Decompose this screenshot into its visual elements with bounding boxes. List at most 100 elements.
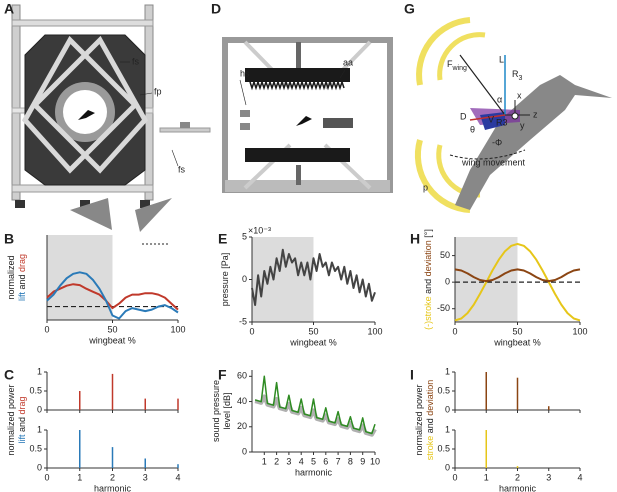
series-line bbox=[254, 375, 376, 435]
x-tick-label: 1 bbox=[484, 472, 489, 482]
label: R3 bbox=[496, 117, 508, 127]
y-axis-label-part: sound pressure bbox=[211, 380, 221, 442]
x-tick-label: 100 bbox=[367, 326, 382, 336]
label: aa bbox=[343, 57, 353, 67]
y-tick-label: 0 bbox=[37, 404, 42, 414]
y-axis-label-part: deviation bbox=[423, 240, 433, 276]
series-line bbox=[46, 271, 179, 320]
y-axis-label-part: pressure [Pa] bbox=[220, 253, 230, 307]
label: y bbox=[520, 120, 525, 130]
label: x bbox=[517, 90, 522, 100]
y-tick-label: 1 bbox=[445, 424, 450, 434]
panel-letter: G bbox=[404, 1, 415, 17]
x-axis-label: wingbeat % bbox=[88, 335, 136, 345]
panel-letter: H bbox=[410, 231, 420, 247]
x-tick-label: 0 bbox=[452, 472, 457, 482]
panel-letter: I bbox=[410, 367, 414, 383]
panel-d-diagram: D hs aa bbox=[211, 1, 393, 193]
y-axis-label: stroke and deviation bbox=[425, 380, 435, 461]
series-line bbox=[254, 394, 377, 437]
shade bbox=[47, 235, 113, 320]
label: D bbox=[460, 111, 467, 121]
x-tick-label: 7 bbox=[336, 456, 341, 466]
label: α bbox=[497, 94, 502, 104]
y-axis-label-part: deviation bbox=[425, 380, 435, 416]
y-axis-label: lift and drag bbox=[17, 396, 27, 443]
x-tick-label: 8 bbox=[348, 456, 353, 466]
y-axis-label-part: lift bbox=[17, 292, 27, 301]
x-axis-label: harmonic bbox=[295, 467, 333, 477]
series-line bbox=[454, 268, 581, 283]
y-tick-label: 0.5 bbox=[29, 385, 42, 395]
label: V bbox=[488, 114, 494, 124]
y-tick-label: -5 bbox=[239, 316, 247, 326]
x-axis-label: wingbeat % bbox=[289, 337, 337, 347]
shade bbox=[455, 237, 518, 322]
y-axis-label-part: and bbox=[423, 276, 433, 296]
panel-g-diagram: G Fwing L R3 α D θ -Φ x y z V R3 wing mo… bbox=[404, 1, 612, 213]
label: fs bbox=[178, 164, 186, 174]
label: F bbox=[447, 59, 453, 69]
series-line bbox=[46, 283, 179, 311]
label: fp bbox=[154, 86, 162, 96]
y-axis-label-part: drag bbox=[17, 254, 27, 272]
y-tick-label: 5 bbox=[242, 231, 247, 241]
series-line bbox=[454, 242, 581, 322]
panel-letter: B bbox=[4, 231, 14, 247]
y-axis-label: level [dB] bbox=[222, 392, 232, 429]
x-tick-label: 5 bbox=[311, 456, 316, 466]
panel-letter: F bbox=[218, 367, 227, 383]
y-tick-label: 1 bbox=[445, 366, 450, 376]
y-axis-label-part: stroke bbox=[425, 436, 435, 461]
y-axis-label: pressure [Pa] bbox=[220, 253, 230, 307]
y-tick-label: 1 bbox=[37, 366, 42, 376]
y-axis-label-part: and bbox=[17, 414, 27, 434]
label-sub: 3 bbox=[519, 75, 523, 82]
y-axis-label: sound pressure bbox=[211, 380, 221, 442]
series-line bbox=[251, 248, 376, 306]
label: p bbox=[423, 182, 428, 192]
panel-letter: A bbox=[4, 1, 14, 17]
x-tick-label: 3 bbox=[286, 456, 291, 466]
y-tick-label: 40 bbox=[237, 396, 247, 406]
x-tick-label: 50 bbox=[308, 326, 318, 336]
y-tick-label: 0 bbox=[445, 404, 450, 414]
y-axis-label-part: level [dB] bbox=[222, 392, 232, 429]
x-tick-label: 0 bbox=[452, 326, 457, 336]
x-tick-label: 6 bbox=[323, 456, 328, 466]
label: hs bbox=[240, 68, 250, 78]
y-axis-label-part: [°] bbox=[423, 229, 433, 240]
y-tick-label: 0 bbox=[445, 277, 450, 287]
x-tick-label: 2 bbox=[515, 472, 520, 482]
panel-letter: D bbox=[211, 1, 221, 17]
label-sub: wing bbox=[452, 65, 468, 72]
y-tick-label: 0 bbox=[37, 462, 42, 472]
y-axis-label-part: normalized power bbox=[6, 384, 16, 455]
x-tick-label: 1 bbox=[262, 456, 267, 466]
x-tick-label: 4 bbox=[299, 456, 304, 466]
label: L bbox=[499, 54, 504, 64]
x-tick-label: 4 bbox=[175, 472, 180, 482]
multiplier: ×10⁻³ bbox=[248, 225, 271, 235]
label: fs bbox=[132, 56, 140, 66]
x-tick-label: 4 bbox=[577, 472, 582, 482]
y-axis-label-part: normalized bbox=[6, 255, 16, 299]
y-axis-label-part: lift bbox=[17, 434, 27, 443]
label: θ bbox=[470, 124, 475, 134]
x-tick-label: 10 bbox=[370, 456, 380, 466]
y-axis-label-part: normalized power bbox=[414, 384, 424, 455]
label: Fwing bbox=[447, 59, 467, 71]
y-axis-label: normalized bbox=[6, 255, 16, 299]
x-tick-label: 2 bbox=[274, 456, 279, 466]
y-axis-label: normalized power bbox=[6, 384, 16, 455]
x-tick-label: 9 bbox=[360, 456, 365, 466]
x-tick-label: 100 bbox=[170, 324, 185, 334]
x-tick-label: 0 bbox=[249, 326, 254, 336]
y-tick-label: 0.5 bbox=[437, 443, 450, 453]
panel-letter: E bbox=[218, 231, 227, 247]
y-tick-label: 0 bbox=[445, 462, 450, 472]
y-axis-label-part: and bbox=[425, 416, 435, 436]
y-tick-label: 0.5 bbox=[29, 443, 42, 453]
x-tick-label: 1 bbox=[77, 472, 82, 482]
